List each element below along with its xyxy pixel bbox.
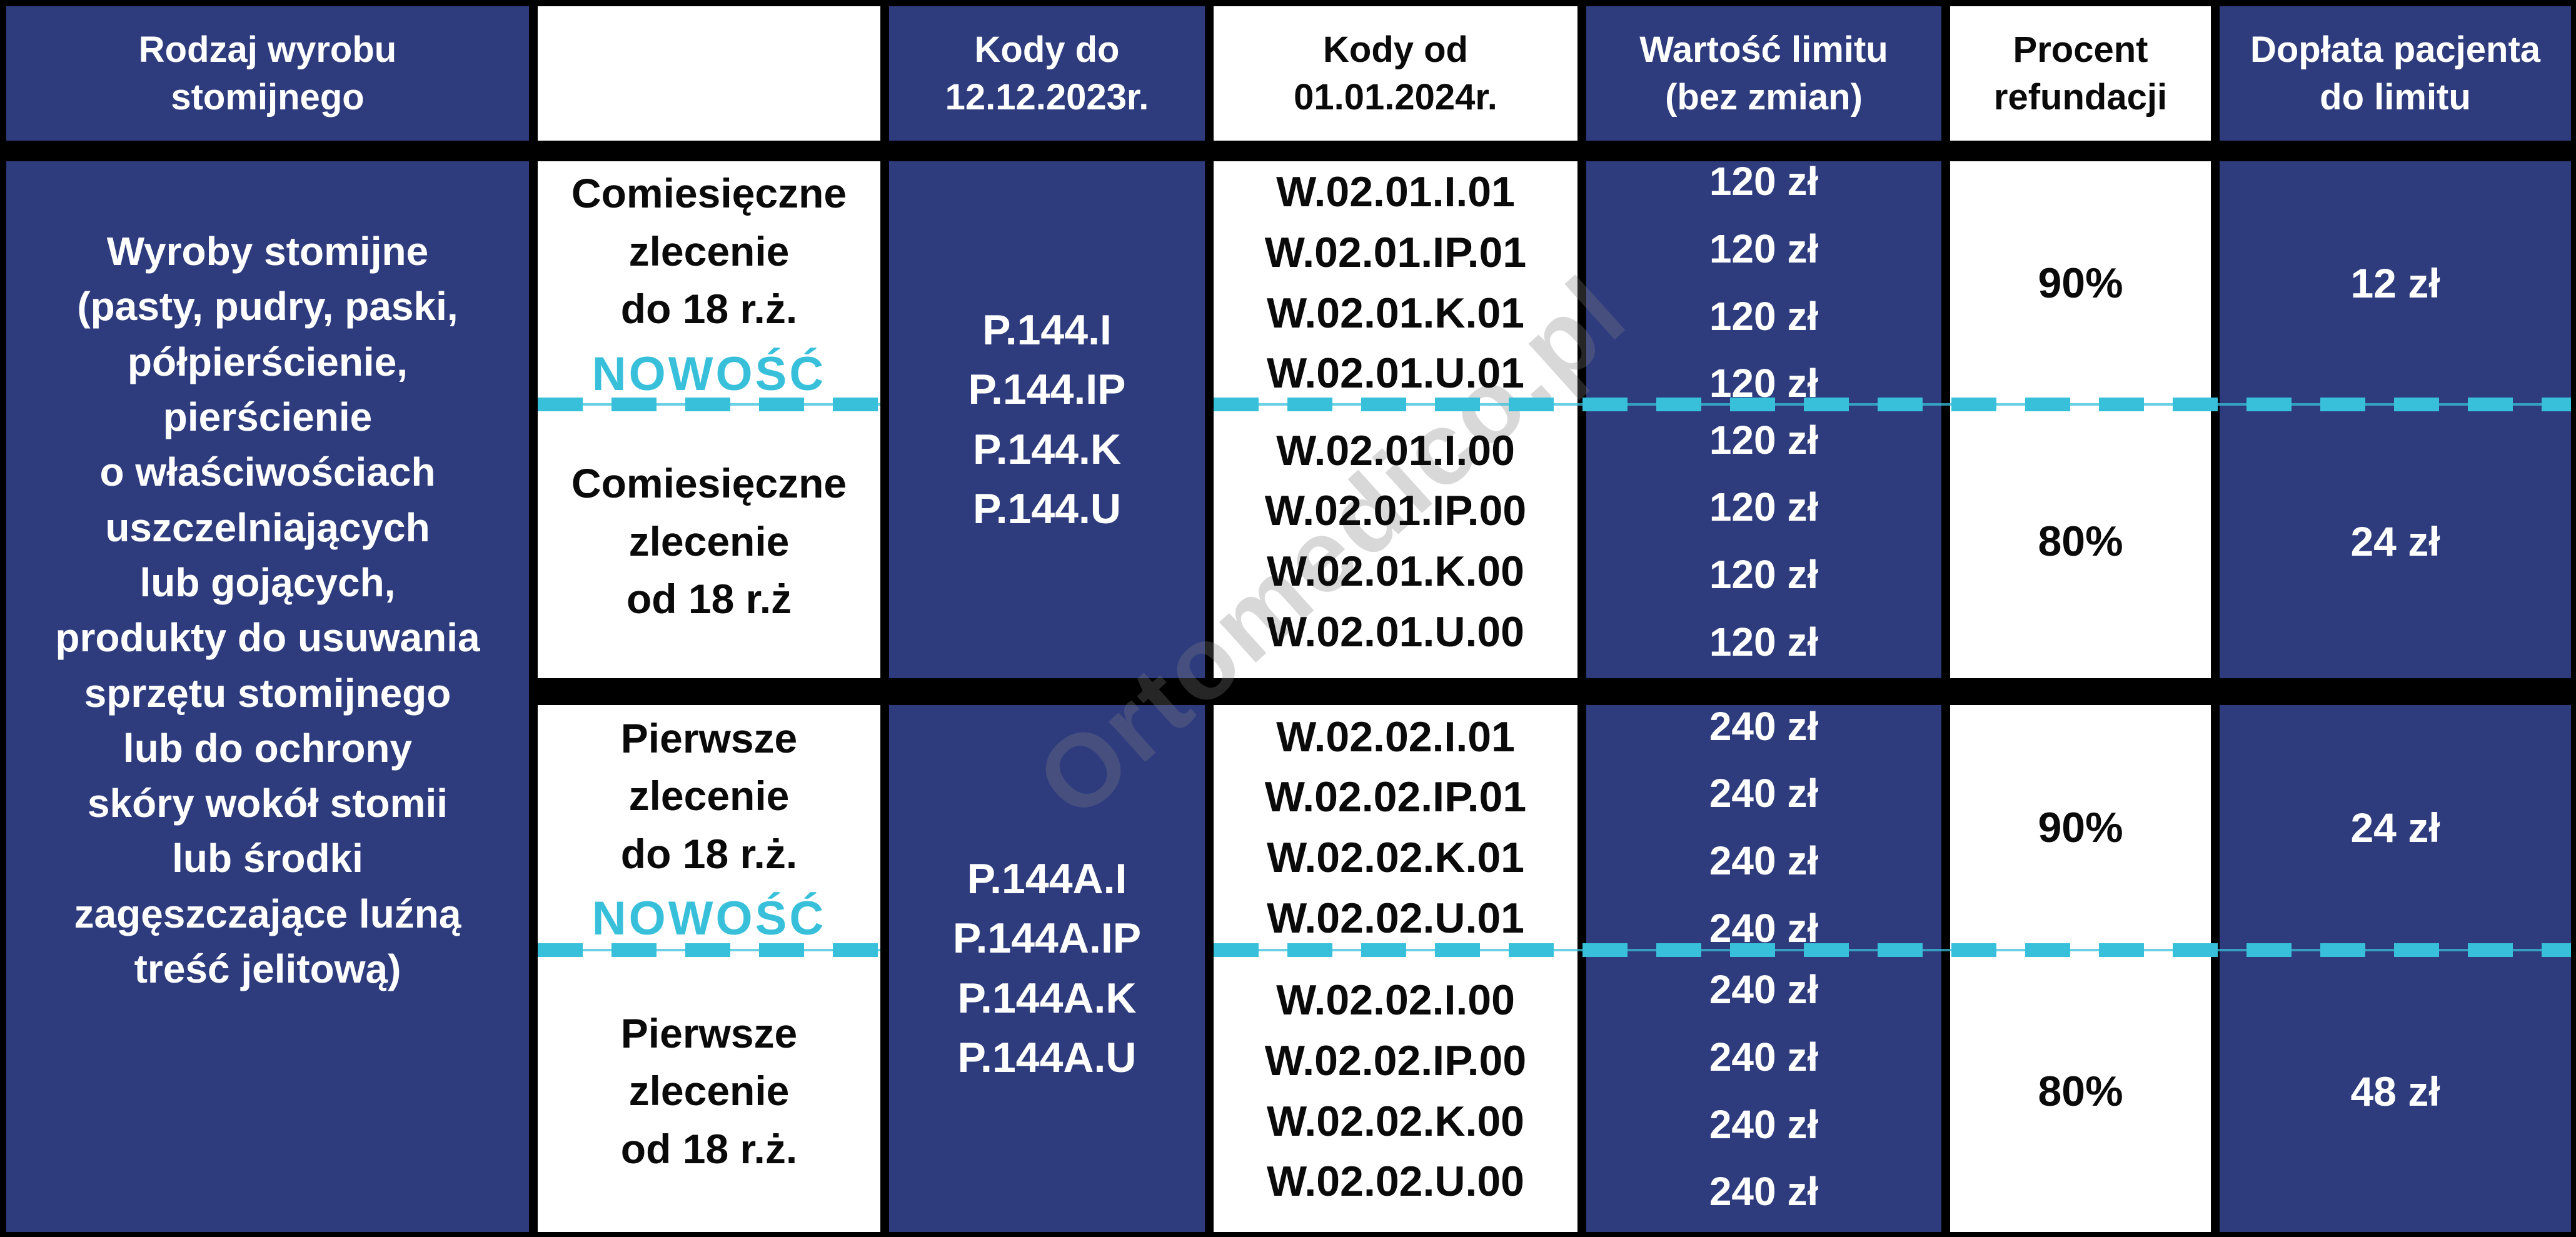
header-limit-value-label: Wartość limitu (bez zmian) <box>1639 29 1888 118</box>
refund-percent-value: 80% <box>2038 518 2123 565</box>
codes-old-text: P.144.I P.144.IP P.144.K P.144.U <box>968 306 1126 533</box>
limit-group-2: 240 zł 240 zł 240 zł 240 zł 240 zł 240 z… <box>1586 704 1941 1232</box>
header-limit-value: Wartość limitu (bez zmian) <box>1586 6 1941 141</box>
payment-group-1: 12 zł 24 zł <box>2220 161 2571 678</box>
product-category-text: Wyroby stomijne (pasty, pudry, paski, pó… <box>55 229 480 992</box>
codes-new-text: W.02.01.I.01 W.02.01.IP.01 W.02.01.K.01 … <box>1264 168 1527 398</box>
header-refund-percent: Procent refundacji <box>1950 6 2211 141</box>
column-refund-percent: Procent refundacji 90% 80% 90% 80% <box>1950 6 2211 1232</box>
product-category-cell: Wyroby stomijne (pasty, pudry, paski, pó… <box>6 161 529 1232</box>
header-product-type-label: Rodzaj wyrobu stomijnego <box>138 29 397 118</box>
header-patient-payment-label: Dopłata pacjenta do limitu <box>2250 29 2541 118</box>
header-refund-percent-label: Procent refundacji <box>1993 29 2168 118</box>
codes-old-group-2: P.144A.I P.144A.IP P.144A.K P.144A.U <box>889 705 1205 1232</box>
codes-old-text: P.144A.I P.144A.IP P.144A.K P.144A.U <box>952 855 1142 1081</box>
order-monthly-over18: Comiesięczne zlecenie od 18 r.ż <box>538 404 880 678</box>
header-empty <box>538 6 880 141</box>
column-codes-old: Kody do 12.12.2023r. P.144.I P.144.IP P.… <box>889 6 1205 1232</box>
dashed-divider-row1 <box>538 398 880 411</box>
refund-percent-value: 90% <box>2038 804 2123 851</box>
codes-new-group-2: W.02.02.I.01 W.02.02.IP.01 W.02.02.K.01 … <box>1214 705 1577 1232</box>
refund-group-1: 90% 80% <box>1950 161 2211 678</box>
column-codes-new: Kody od 01.01.2024r. W.02.01.I.01 W.02.0… <box>1214 6 1577 1232</box>
order-type-text: Pierwsze zlecenie od 18 r.ż. <box>620 1009 798 1172</box>
limit-values-text: 240 zł 240 zł 240 zł 240 zł <box>1709 967 1819 1214</box>
patient-payment-value: 24 zł <box>2350 518 2440 564</box>
header-codes-old: Kody do 12.12.2023r. <box>889 6 1205 141</box>
limit-values-text: 120 zł 120 zł 120 zł 120 zł <box>1709 417 1819 664</box>
column-order-type: Comiesięczne zlecenie do 18 r.ż. NOWOŚĆ … <box>538 6 880 1232</box>
order-first-over18: Pierwsze zlecenie od 18 r.ż. <box>538 950 880 1232</box>
patient-payment-value: 48 zł <box>2350 1068 2440 1114</box>
new-badge: NOWOŚĆ <box>591 347 827 401</box>
codes-new-text: W.02.01.I.00 W.02.01.IP.00 W.02.01.K.00 … <box>1264 426 1527 656</box>
codes-new-text: W.02.02.I.00 W.02.02.IP.00 W.02.02.K.00 … <box>1264 976 1527 1206</box>
payment-group-2: 24 zł 48 zł <box>2220 705 2571 1232</box>
new-badge: NOWOŚĆ <box>591 892 827 946</box>
limit-group-1: 120 zł 120 zł 120 zł 120 zł 120 zł 120 z… <box>1586 159 1941 678</box>
header-patient-payment: Dopłata pacjenta do limitu <box>2220 6 2571 141</box>
order-type-text: Comiesięczne zlecenie od 18 r.ż <box>571 460 847 623</box>
dashed-divider-row2 <box>1214 943 2571 957</box>
refund-percent-value: 80% <box>2038 1067 2123 1115</box>
dashed-divider-row2 <box>538 943 880 957</box>
limit-values-text: 120 zł 120 zł 120 zł 120 zł <box>1709 159 1819 406</box>
patient-payment-value: 12 zł <box>2350 259 2440 306</box>
header-product-type: Rodzaj wyrobu stomijnego <box>6 6 529 141</box>
dashed-divider-row1 <box>1214 398 2571 411</box>
order-first-under18: Pierwsze zlecenie do 18 r.ż. NOWOŚĆ <box>538 705 880 950</box>
limit-values-text: 240 zł 240 zł 240 zł 240 zł <box>1709 703 1819 951</box>
codes-old-group-1: P.144.I P.144.IP P.144.K P.144.U <box>889 161 1205 678</box>
order-type-group-1: Comiesięczne zlecenie do 18 r.ż. NOWOŚĆ … <box>538 161 880 678</box>
refund-group-2: 90% 80% <box>1950 705 2211 1232</box>
header-divider <box>6 141 529 161</box>
codes-new-text: W.02.02.I.01 W.02.02.IP.01 W.02.02.K.01 … <box>1264 713 1527 942</box>
column-limit-value: Wartość limitu (bez zmian) 120 zł 120 zł… <box>1586 6 1941 1232</box>
refund-percent-value: 90% <box>2038 259 2123 307</box>
column-patient-payment: Dopłata pacjenta do limitu 12 zł 24 zł 2… <box>2220 6 2571 1232</box>
codes-new-group-1: W.02.01.I.01 W.02.01.IP.01 W.02.01.K.01 … <box>1214 161 1577 678</box>
column-product-type: Rodzaj wyrobu stomijnego Wyroby stomijne… <box>6 6 529 1232</box>
header-codes-new-label: Kody od 01.01.2024r. <box>1294 29 1497 118</box>
order-monthly-under18: Comiesięczne zlecenie do 18 r.ż. NOWOŚĆ <box>538 161 880 404</box>
order-type-text: Pierwsze zlecenie do 18 r.ż. <box>620 714 798 877</box>
order-type-group-2: Pierwsze zlecenie do 18 r.ż. NOWOŚĆ Pier… <box>538 705 880 1232</box>
header-codes-old-label: Kody do 12.12.2023r. <box>945 29 1149 118</box>
order-type-text: Comiesięczne zlecenie do 18 r.ż. <box>571 170 847 333</box>
patient-payment-value: 24 zł <box>2350 804 2440 851</box>
header-codes-new: Kody od 01.01.2024r. <box>1214 6 1577 141</box>
